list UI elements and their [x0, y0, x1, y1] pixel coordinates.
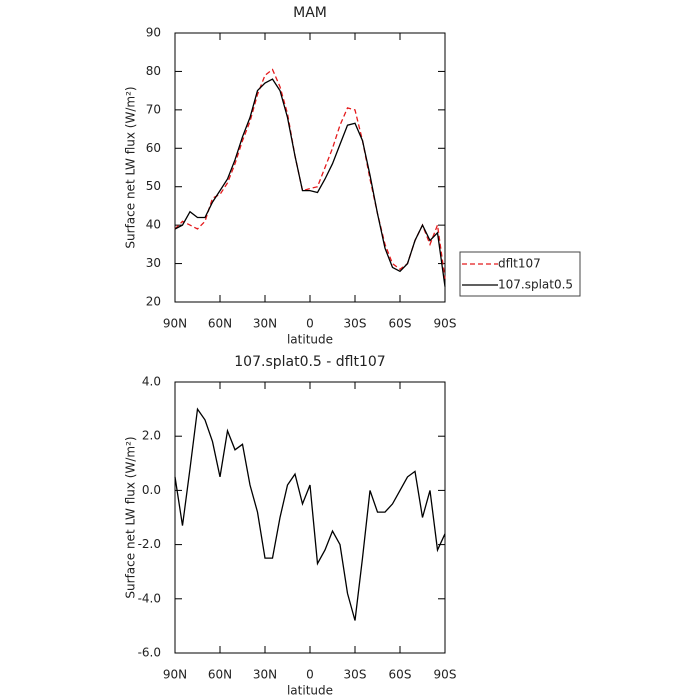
y-tick-label: 90: [146, 26, 161, 40]
x-axis-label: latitude: [287, 684, 333, 698]
x-tick-label: 60S: [389, 668, 412, 682]
legend-label: 107.splat0.5: [498, 278, 573, 292]
x-tick-label: 30N: [253, 668, 277, 682]
x-tick-label: 30S: [344, 668, 367, 682]
chart-title: MAM: [293, 5, 327, 21]
data-line: [174, 407, 446, 621]
data-line: [174, 68, 446, 279]
x-tick-label: 30S: [344, 317, 367, 331]
y-tick-label: 20: [146, 295, 161, 309]
x-tick-label: 60S: [389, 317, 412, 331]
x-tick-label: 90N: [163, 317, 187, 331]
x-tick-label: 60N: [208, 668, 232, 682]
y-tick-label: 60: [146, 141, 161, 155]
legend-box: [459, 251, 581, 297]
x-tick-label: 90S: [434, 317, 457, 331]
y-tick-label: 30: [146, 256, 161, 270]
y-tick-label: 50: [146, 179, 161, 193]
y-axis-label: Surface net LW flux (W/m²): [124, 436, 138, 598]
y-tick-label: 2.0: [142, 429, 161, 443]
y-tick-label: -6.0: [138, 646, 161, 660]
y-tick-label: 40: [146, 218, 161, 232]
y-tick-label: 4.0: [142, 375, 161, 389]
y-axis-label: Surface net LW flux (W/m²): [124, 86, 138, 248]
y-tick-label: 0.0: [142, 483, 161, 497]
plot-frame: [174, 32, 446, 303]
x-tick-label: 90N: [163, 668, 187, 682]
x-tick-label: 0: [306, 668, 314, 682]
y-tick-label: -2.0: [138, 537, 161, 551]
y-tick-label: 70: [146, 102, 161, 116]
plot-frame: [174, 381, 446, 654]
x-tick-label: 90S: [434, 668, 457, 682]
data-line: [174, 78, 446, 287]
chart-title: 107.splat0.5 - dflt107: [234, 354, 385, 370]
x-tick-label: 30N: [253, 317, 277, 331]
x-tick-label: 60N: [208, 317, 232, 331]
x-tick-label: 0: [306, 317, 314, 331]
legend-label: dflt107: [498, 257, 541, 271]
y-tick-label: 80: [146, 64, 161, 78]
y-tick-label: -4.0: [138, 591, 161, 605]
x-axis-label: latitude: [287, 333, 333, 347]
